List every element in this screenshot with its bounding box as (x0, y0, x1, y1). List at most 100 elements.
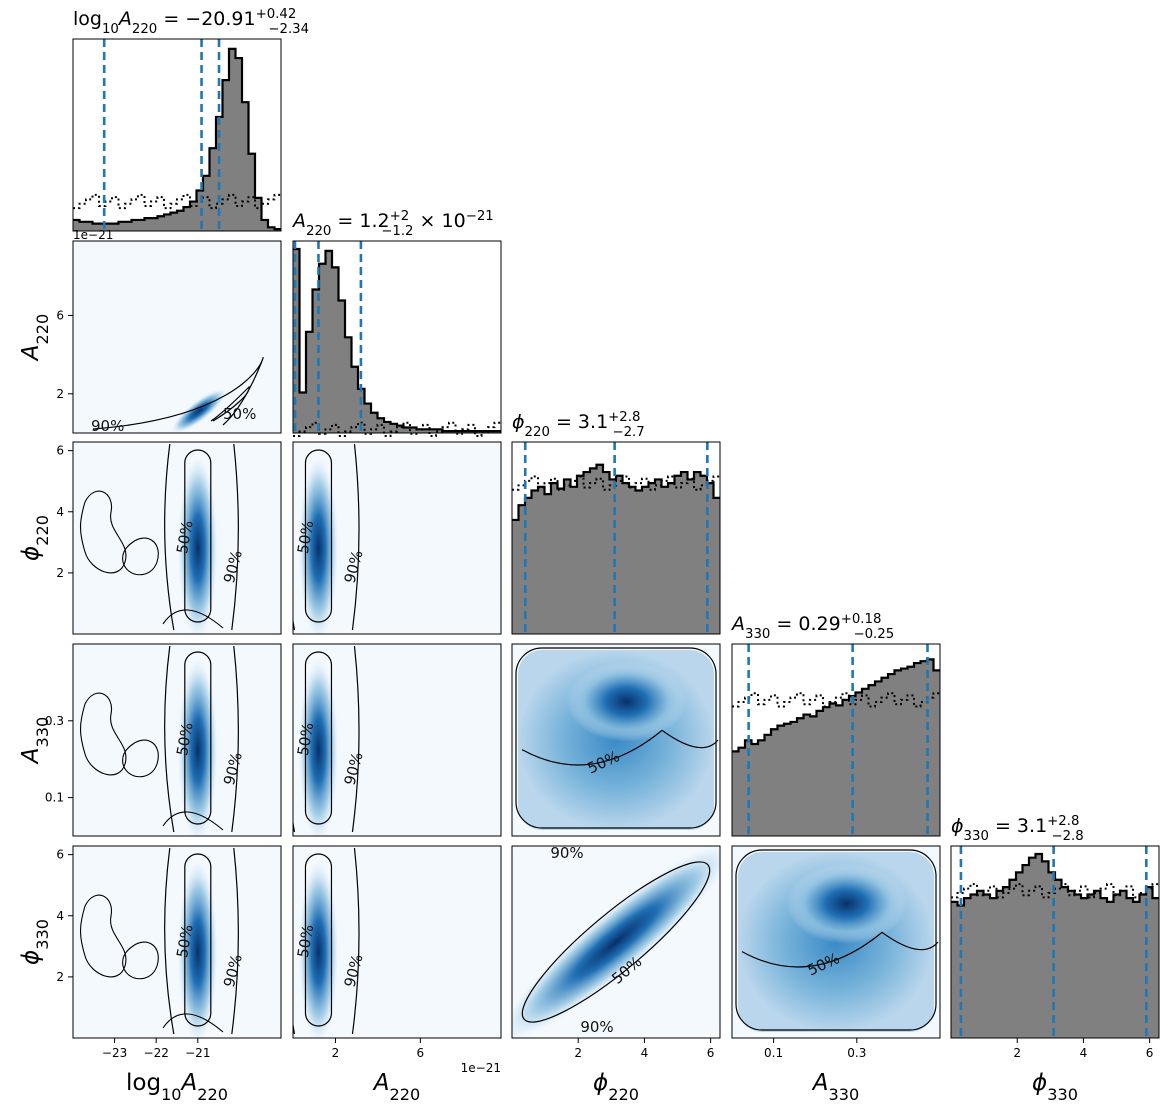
density-panel-log10A220-A330: 50%90% (72, 643, 282, 837)
panel-title: A220 = 1.2+2 −1.2 × 10−21 (291, 209, 494, 239)
hist-panel-A330: A330 = 0.29+0.18 −0.25 (730, 612, 941, 837)
axes-frame (72, 441, 282, 635)
y-axis-label-phi220: ϕ220 (18, 515, 52, 561)
density-panel-phi220-A330: 50% (511, 643, 721, 837)
contour-outer (122, 941, 159, 980)
x-axis-label-phi330: ϕ330 (1032, 1070, 1078, 1104)
contour-label-50: 50% (173, 721, 197, 757)
x-tick-label: 2 (332, 1046, 340, 1060)
axes-frame (72, 38, 282, 232)
contour-50 (304, 651, 333, 825)
x-tick-label: 4 (641, 1046, 649, 1060)
contour-50 (521, 861, 711, 1023)
contour-50 (304, 449, 333, 623)
axes-frame (72, 845, 282, 1039)
y-tick-label: 2 (56, 566, 64, 580)
contour-label-50: 50% (294, 519, 318, 555)
y-tick-label: 2 (56, 970, 64, 984)
contour-outer (162, 1013, 224, 1033)
axes-frame (511, 845, 721, 1039)
hist-outline (732, 658, 940, 753)
density-blob (298, 859, 339, 1038)
x-tick-label: 6 (417, 1046, 425, 1060)
y-offset-text: 1e−21 (73, 228, 113, 242)
axes-frame (292, 240, 502, 434)
contour-label-50: 50% (294, 923, 318, 959)
hist-outline (951, 852, 1159, 907)
axes-frame (292, 845, 502, 1039)
contour-90 (293, 847, 360, 1035)
contour-90 (735, 849, 937, 1031)
density-panel-log10A220-A220: 90% 50% (72, 240, 282, 435)
x-offset-text: 1e−21 (461, 1061, 501, 1075)
x-tick-label: 2 (1013, 1046, 1021, 1060)
contour-outer (79, 490, 127, 574)
contour-90 (293, 443, 360, 631)
density-blob (512, 846, 720, 1038)
hist-fill (732, 659, 940, 836)
density-blob (298, 657, 339, 836)
x-tick-label: 0.1 (764, 1046, 783, 1060)
panel-title: ϕ220 = 3.1+2.8 −2.7 (512, 410, 645, 440)
density-peak (566, 661, 687, 742)
axes-frame (731, 643, 941, 837)
hist-panel-phi220: ϕ220 = 3.1+2.8 −2.7 (511, 410, 721, 635)
x-axis-label-A220: A220 (372, 1070, 420, 1104)
x-tick-label: 6 (707, 1046, 715, 1060)
contour-50 (210, 385, 250, 422)
hist-panel-phi330: ϕ330 = 3.1+2.8 −2.8 (950, 814, 1160, 1039)
density-background (73, 442, 281, 634)
contour-90 (164, 645, 239, 833)
axes-frame (511, 441, 721, 635)
contour-50 (184, 651, 212, 825)
y-axis-label-A220: A220 (18, 314, 52, 362)
y-tick-label: 0.1 (45, 791, 64, 805)
panel-title: A330 = 0.29+0.18 −0.25 (730, 612, 894, 642)
panel-title: log10A220 = −20.91+0.42 −2.34 (73, 7, 309, 37)
y-tick-label: 2 (56, 387, 64, 401)
x-tick-label: 6 (1146, 1046, 1154, 1060)
y-tick-label: 6 (56, 848, 64, 862)
contour-label-90: 90% (580, 1018, 613, 1036)
contour-90 (164, 847, 239, 1035)
axes-frame (511, 643, 721, 837)
density-blob (177, 657, 218, 836)
density-panel-A220-A330: 50%90% (292, 643, 502, 837)
density-blob (171, 388, 227, 433)
hist-panel-A220: A220 = 1.2+2 −1.2 × 10−21 (291, 209, 502, 437)
contour-label-50: 50% (173, 923, 197, 959)
contour-outer (122, 739, 159, 778)
density-background (73, 644, 281, 836)
density-peak (786, 863, 907, 944)
x-tick-label: −23 (102, 1046, 127, 1060)
x-tick-label: 2 (574, 1046, 582, 1060)
y-tick-label: 6 (56, 444, 64, 458)
contour-label-90: 90% (91, 417, 124, 435)
contour-50 (304, 853, 333, 1027)
axes-frame (72, 643, 282, 837)
density-blob (298, 455, 339, 634)
contour-outer (79, 894, 127, 978)
axes-frame (72, 240, 282, 434)
y-tick-label: 4 (56, 505, 64, 519)
contour-label-50: 50% (294, 721, 318, 757)
density-blob (177, 455, 218, 634)
axes-frame (292, 643, 502, 837)
contour-label-50: 50% (173, 519, 197, 555)
axes-frame (950, 845, 1160, 1039)
axes-frame (731, 845, 941, 1039)
density-panel-A330-phi330: 50% (731, 845, 941, 1039)
hist-outline (73, 47, 281, 231)
x-tick-label: −22 (144, 1046, 169, 1060)
panel-title: ϕ330 = 3.1+2.8 −2.8 (951, 814, 1084, 844)
contour-outer (122, 537, 159, 576)
density-panel-log10A220-phi220: 50%90% (72, 441, 282, 635)
density-blob (177, 859, 218, 1038)
density-panel-log10A220-phi330: 50%90% (72, 845, 282, 1039)
contour-label-50: 50% (223, 405, 256, 423)
y-tick-label: 6 (56, 308, 64, 322)
contour-label-90: 90% (550, 844, 583, 862)
contour-50 (521, 729, 719, 766)
hist-fill (512, 464, 720, 634)
